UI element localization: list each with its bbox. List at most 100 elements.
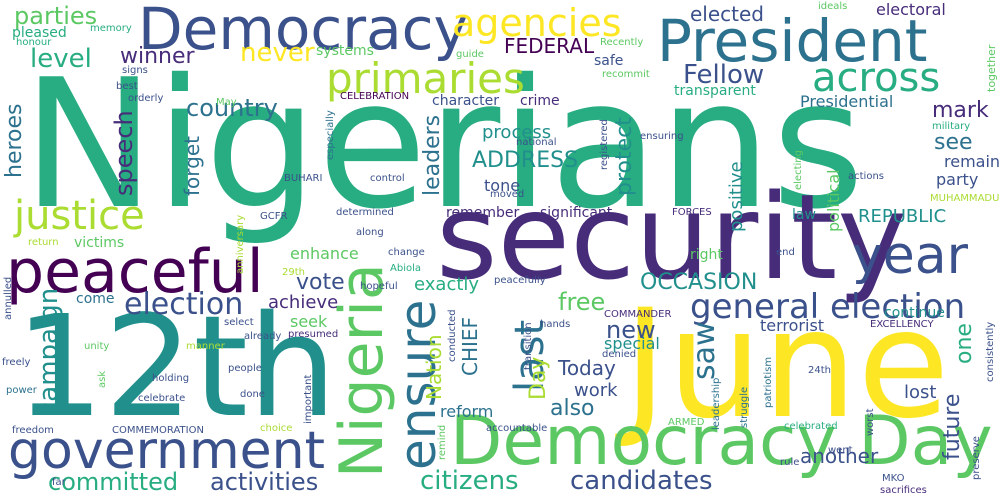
word: annulled: [3, 276, 14, 320]
word: freedom: [12, 425, 54, 436]
word: government: [8, 421, 326, 481]
word: winner: [120, 44, 195, 69]
word: Democracy: [138, 0, 468, 63]
word: done: [240, 389, 265, 400]
word: ADDRESS: [472, 148, 579, 173]
word: also: [550, 396, 595, 421]
word: along: [356, 227, 384, 238]
word: honour: [16, 37, 52, 48]
word: registered: [599, 119, 610, 170]
word: GCFR: [260, 211, 288, 222]
word: leadership: [711, 377, 722, 430]
word: MUHAMMADU: [930, 193, 1000, 204]
word: MKO: [882, 473, 905, 484]
word: agencies: [452, 1, 622, 45]
word: determined: [336, 207, 394, 218]
word: Presidential: [800, 92, 894, 111]
word: continue: [884, 305, 945, 321]
word: memory: [90, 23, 132, 34]
word: power: [6, 385, 37, 396]
word: preserve: [971, 436, 982, 480]
word: crime: [520, 93, 560, 109]
word: mark: [932, 98, 989, 123]
word: orderly: [128, 93, 164, 104]
word: unity: [84, 341, 110, 352]
word: celebrate: [138, 393, 186, 404]
word: President: [657, 7, 928, 75]
word: hopeful: [360, 281, 398, 292]
word: parties: [14, 2, 98, 30]
word: enhance: [290, 244, 359, 263]
word: return: [28, 237, 59, 248]
word: best: [116, 81, 138, 92]
word: achieve: [268, 292, 339, 313]
word: Abiola: [390, 263, 421, 274]
word: right: [690, 247, 723, 263]
word: ensuring: [640, 131, 684, 142]
word: presumed: [288, 329, 339, 340]
word: reform: [440, 402, 494, 421]
word: campaign: [34, 287, 64, 416]
word: Nigeria: [327, 263, 397, 478]
word: military: [932, 121, 971, 132]
word: country: [186, 94, 278, 122]
word: process: [482, 122, 552, 143]
word: general election: [690, 287, 966, 327]
word: holding: [152, 373, 190, 384]
word: recommit: [602, 69, 650, 80]
word: vote: [296, 270, 345, 295]
word: people: [228, 363, 262, 374]
word: ask: [97, 370, 108, 388]
word: systems: [316, 43, 374, 59]
word: conducted: [447, 309, 458, 362]
word: candidates: [570, 466, 713, 496]
word: CELEBRATION: [340, 91, 410, 102]
word: pleased: [12, 25, 67, 41]
word: together: [985, 44, 998, 92]
word: never: [240, 38, 315, 68]
word: remain: [944, 152, 1000, 171]
word: party: [936, 170, 979, 189]
word: law: [792, 207, 816, 223]
word: hands: [540, 319, 571, 330]
word: REPUBLIC: [858, 206, 947, 227]
word: significant: [540, 205, 613, 221]
word: COMMANDER: [604, 309, 672, 320]
word: guide: [456, 49, 484, 60]
word: year: [852, 226, 969, 286]
word: terrorist: [760, 316, 825, 335]
word: new: [606, 316, 656, 344]
word: committed: [48, 468, 179, 496]
word: end: [776, 247, 795, 258]
word: freely: [2, 357, 31, 368]
word: FEDERAL: [504, 34, 595, 58]
word: citizens: [420, 466, 519, 496]
word: Nation: [422, 334, 446, 400]
word: tone: [484, 176, 521, 195]
word: exactly: [414, 274, 480, 295]
word: character: [432, 93, 500, 109]
word: see: [934, 130, 973, 155]
word: far: [52, 477, 66, 488]
word: consistently: [985, 321, 996, 382]
word: ARMED: [668, 417, 705, 428]
word: accountable: [486, 423, 548, 434]
word: future: [940, 393, 965, 460]
word: 12th: [15, 286, 337, 449]
word: manner: [186, 341, 225, 352]
word: especially: [325, 110, 336, 160]
word: elected: [690, 2, 765, 26]
word: CHIEF: [458, 316, 482, 376]
word: COMMEMORATION: [112, 425, 204, 436]
word: saw: [687, 321, 722, 380]
word: 24th: [808, 365, 831, 376]
word: level: [30, 44, 92, 74]
word: Fellow: [683, 60, 765, 90]
word: leaders: [420, 114, 445, 196]
word: denied: [602, 349, 637, 360]
word: electoral: [876, 0, 946, 19]
word: remind: [437, 424, 448, 460]
word: ideals: [818, 1, 848, 12]
word: May: [216, 97, 237, 108]
